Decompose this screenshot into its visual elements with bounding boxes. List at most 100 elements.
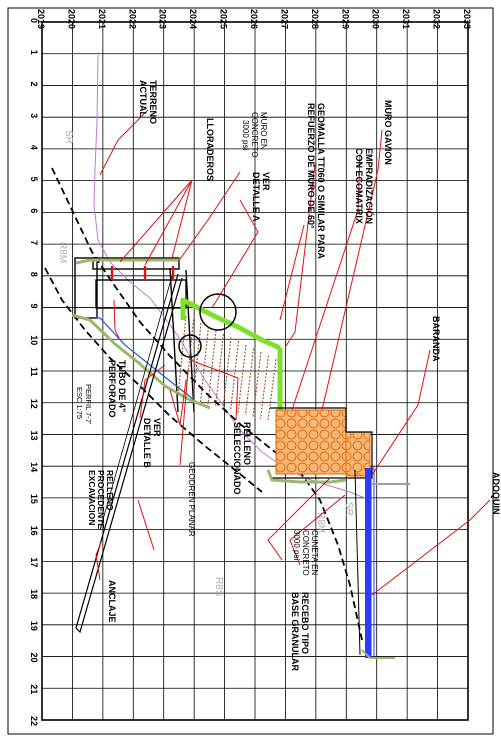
station-tick-label: 17 — [29, 557, 39, 567]
station-tick-label: 10 — [29, 335, 39, 345]
label-cuneta: CUNETA EN CONCRETO 3000 psi — [292, 530, 319, 576]
layer-labels: SR R8M SR R8M R8S — [57, 130, 354, 597]
svg-text:ESC 1:75: ESC 1:75 — [75, 387, 84, 419]
leader-lines — [95, 109, 491, 596]
elevation-tick-label: 2024 — [188, 9, 198, 29]
svg-text:LLORADEROS: LLORADEROS — [205, 118, 215, 181]
svg-text:CON ECOMATRIX: CON ECOMATRIX — [354, 148, 364, 224]
layer-label-r8m: R8M — [315, 512, 326, 533]
road-base-layer — [361, 649, 395, 659]
svg-text:VER: VER — [152, 418, 162, 437]
elevation-tick-label: 2023 — [158, 9, 168, 29]
svg-text:ACTUAL: ACTUAL — [138, 80, 148, 117]
label-ver-detalle-a: VER DETALLE A — [251, 172, 271, 222]
station-tick-label: 18 — [29, 589, 39, 599]
svg-text:GEOMALLA TT060 O SIMILAR PARA: GEOMALLA TT060 O SIMILAR PARA — [316, 103, 326, 260]
station-tick-label: 19 — [29, 621, 39, 631]
station-tick-label: 2 — [29, 81, 39, 86]
rebar-bar — [237, 344, 247, 413]
existing-terrain-line — [93, 54, 366, 499]
label-relleno-seleccionado: RELLENO SELECCIONADO — [232, 422, 252, 495]
adoquin-edge — [370, 467, 375, 659]
svg-text:PROCEDENTE: PROCEDENTE — [96, 470, 106, 529]
detail-a-callout — [199, 293, 237, 331]
label-lloraderos: LLORADEROS — [205, 118, 215, 181]
svg-text:PERFORADO: PERFORADO — [107, 360, 117, 418]
station-tick-label: 6 — [29, 208, 39, 213]
station-tick-label: 13 — [29, 430, 39, 440]
station-tick-label: 20 — [29, 653, 39, 663]
road-base-edge — [354, 469, 361, 656]
svg-text:GEODREN PLANAR: GEODREN PLANAR — [187, 462, 196, 537]
concrete-retaining-wall — [74, 257, 195, 413]
station-tick-label: 22 — [29, 716, 39, 726]
label-tubo-perforado: TUBO DE 4" PERFORADO — [107, 360, 127, 418]
elevation-tick-label: 2020 — [66, 9, 76, 29]
elevation-tick-label: 2028 — [310, 9, 320, 29]
station-tick-label: 11 — [29, 367, 39, 377]
elevation-tick-label: 2025 — [219, 9, 229, 29]
station-tick-label: 12 — [29, 399, 39, 409]
rebar-bar — [184, 319, 195, 399]
label-recebo: RECEBO TIPO BASE GRANULAR — [290, 592, 310, 672]
svg-text:RECEBO TIPO: RECEBO TIPO — [300, 592, 310, 654]
station-tick-label: 14 — [29, 462, 39, 472]
rebar-bar — [177, 315, 187, 397]
elevation-tick-label: 2030 — [371, 9, 381, 29]
label-anclaje: ANCLAJE — [107, 580, 117, 623]
label-adoquin: ADOQUIN — [491, 472, 501, 515]
svg-text:3000 psi: 3000 psi — [292, 530, 301, 560]
svg-text:REFUERZO DE MURO DE 60°: REFUERZO DE MURO DE 60° — [306, 103, 316, 229]
recebo-layer — [71, 313, 211, 410]
gabion-lower-block — [275, 409, 347, 475]
elevation-tick-label: 2019 — [36, 9, 46, 29]
svg-text:EMPRADIZACIÓN: EMPRADIZACIÓN — [364, 148, 375, 224]
adoquin-pavement — [365, 468, 371, 658]
anchor-shaft — [99, 275, 173, 531]
station-tick-label: 0 — [29, 18, 39, 23]
svg-text:BASE GRANULAR: BASE GRANULAR — [290, 592, 300, 672]
label-relleno-procedente: RELLENO PROCEDENTE EXCAVACION — [87, 470, 115, 529]
svg-text:EXCAVACION: EXCAVACION — [87, 470, 97, 525]
label-muro-gavion: MURO GAVION — [383, 100, 393, 165]
svg-text:BARANDA: BARANDA — [431, 316, 441, 362]
elevation-tick-label: 2026 — [249, 9, 259, 29]
label-empradizacion: EMPRADIZACIÓN CON ECOMATRIX — [354, 148, 375, 224]
svg-text:TERRENO: TERRENO — [148, 80, 158, 124]
label-geodren: GEODREN PLANAR — [187, 462, 196, 537]
svg-text:3000 psi: 3000 psi — [241, 120, 250, 150]
label-geomalla: GEOMALLA TT060 O SIMILAR PARA REFUERZO D… — [306, 103, 326, 260]
svg-text:VER: VER — [261, 172, 271, 191]
rebar-bar — [222, 337, 232, 409]
rebar-bar — [259, 355, 270, 420]
rebar-bar — [214, 333, 225, 407]
wall-footing — [95, 279, 187, 309]
detail-b-callout — [178, 334, 202, 358]
elevation-tick-label: 2022 — [127, 9, 137, 29]
anchor — [75, 273, 183, 634]
label-ver-detalle-b: VER DETALLE B — [142, 418, 162, 468]
svg-text:TUBO DE 4": TUBO DE 4" — [117, 360, 127, 412]
rebar-bar — [229, 341, 240, 411]
crown-top-layer — [75, 258, 180, 265]
wall-crown — [92, 257, 180, 270]
rebar-bar — [267, 359, 277, 422]
station-tick-label: 16 — [29, 526, 39, 536]
elevation-tick-label: 2031 — [401, 9, 411, 29]
label-baranda: BARANDA — [431, 316, 441, 362]
elevation-tick-label: 2029 — [340, 9, 350, 29]
station-tick-label: 21 — [29, 684, 39, 694]
rebar-bar — [252, 351, 262, 418]
drain-pipe — [96, 317, 201, 406]
svg-text:MURO GAVION: MURO GAVION — [383, 100, 393, 165]
elevation-axis: 2019 2020 2021 2022 2023 2024 2025 2026 2027 2028… — [36, 9, 472, 29]
svg-text:RELLENO: RELLENO — [242, 422, 252, 465]
station-tick-label: 7 — [29, 240, 39, 245]
sheet-border — [7, 7, 494, 735]
svg-text:DETALLE A: DETALLE A — [251, 172, 261, 222]
weep-holes — [110, 266, 175, 280]
label-terreno-actual: TERRENO ACTUAL — [138, 80, 158, 124]
